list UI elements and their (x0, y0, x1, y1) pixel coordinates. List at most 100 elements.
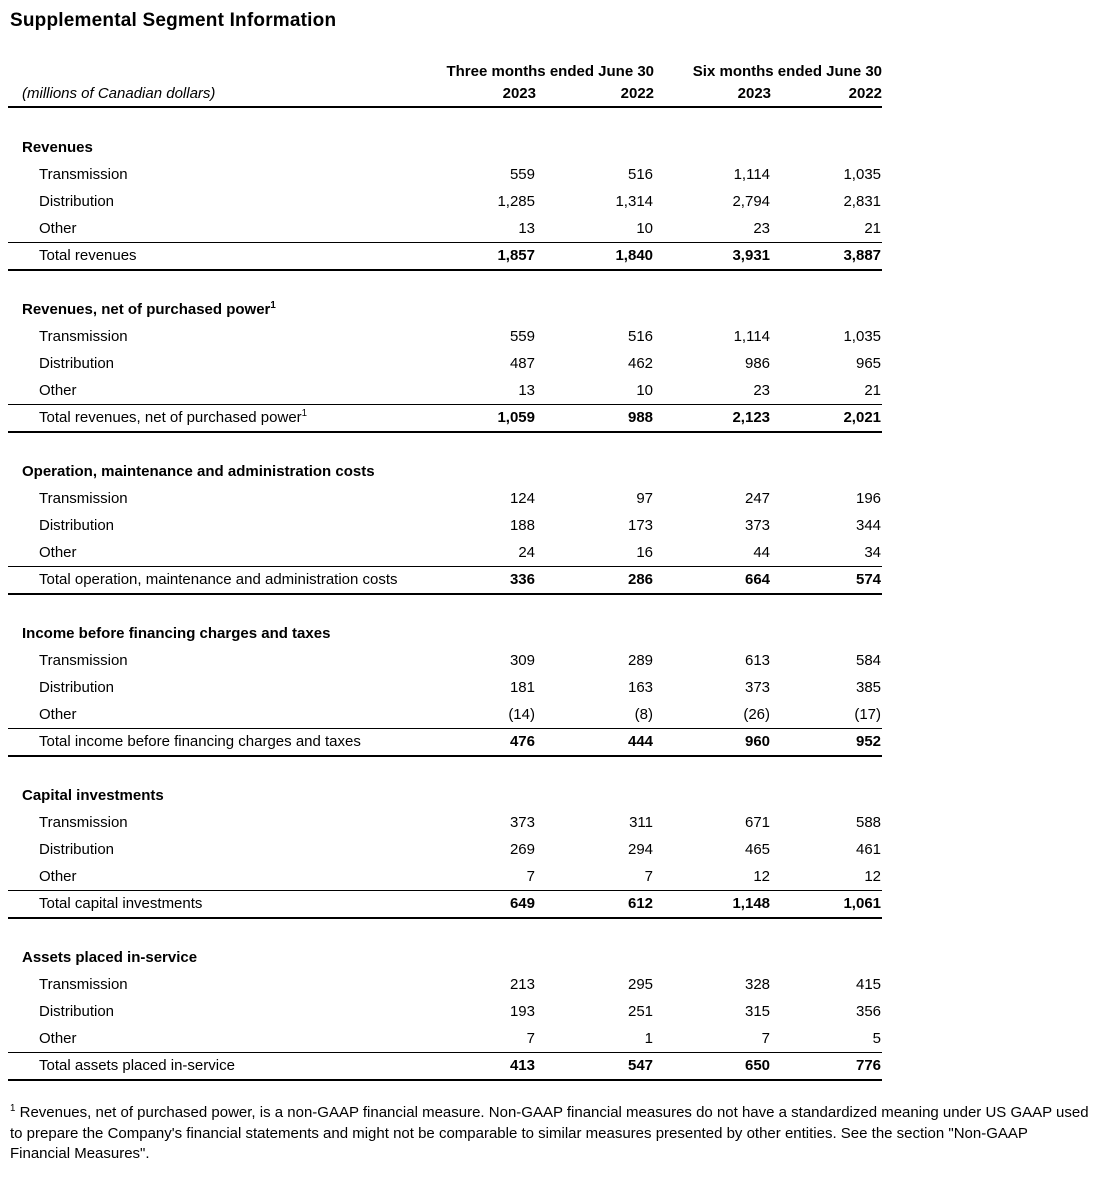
total-label: Total revenues, net of purchased power1 (8, 403, 421, 433)
cell-value: 294 (627, 841, 654, 858)
table-row: Transmission 309 289 613 584 (8, 647, 882, 674)
cell-value: (8) (634, 705, 654, 723)
total-value: 650 (654, 1051, 772, 1081)
cell-value: (14) (508, 705, 535, 723)
cell-value: 289 (627, 652, 654, 669)
footnote: 1 Revenues, net of purchased power, is a… (10, 1103, 1090, 1165)
table-row: Distribution 269 294 465 461 (8, 836, 882, 863)
total-row: Total income before financing charges an… (8, 727, 883, 757)
cell-value: 163 (627, 679, 654, 696)
total-value: 988 (536, 403, 655, 433)
cell-value: 21 (864, 219, 882, 237)
table-row: Distribution 181 163 373 385 (8, 674, 882, 701)
cell-value: 559 (509, 166, 535, 183)
cell-value: 16 (636, 543, 654, 561)
cell-value: 21 (864, 381, 882, 399)
cell-value: 13 (518, 219, 535, 237)
total-value: 2,021 (771, 403, 883, 433)
cell-value: 671 (744, 814, 771, 831)
row-label: Other (39, 381, 77, 399)
table-row: Transmission 124 97 247 196 (8, 485, 882, 512)
cell-value: 181 (509, 679, 535, 696)
cell-value: 44 (753, 543, 771, 561)
cell-value: (26) (743, 705, 771, 723)
total-value: 413 (421, 1051, 536, 1081)
spacer-cell (8, 432, 882, 459)
year-header-h-2022: 2022 (771, 82, 883, 108)
cell-value: 12 (753, 867, 771, 885)
spacer-cell (8, 107, 882, 135)
row-label: Distribution (39, 517, 115, 534)
section-header-row: Operation, maintenance and administratio… (8, 459, 882, 485)
table-row: Distribution 487 462 986 965 (8, 350, 882, 377)
cell-value: 5 (872, 1029, 882, 1047)
cell-value: 13 (518, 381, 535, 399)
footnote-superscript: 1 (10, 1103, 16, 1114)
row-label: Distribution (39, 355, 115, 372)
cell-value: 344 (855, 517, 882, 534)
total-value: 1,840 (536, 241, 655, 271)
total-value: 574 (771, 565, 883, 595)
spacer-cell (8, 594, 882, 621)
total-row: Total operation, maintenance and adminis… (8, 565, 883, 595)
total-value: 1,148 (654, 889, 772, 919)
cell-value: 34 (864, 543, 882, 561)
cell-value: 385 (855, 679, 882, 696)
cell-value: 584 (855, 652, 882, 669)
total-label: Total income before financing charges an… (8, 727, 421, 757)
cell-value: 7 (526, 867, 535, 885)
total-label: Total operation, maintenance and adminis… (8, 565, 421, 595)
cell-value: 1,314 (615, 193, 654, 210)
year-header-q-2023: 2023 (421, 82, 536, 108)
period-header-six-months: Six months ended June 30 (692, 63, 883, 80)
cell-value: 415 (855, 976, 882, 993)
year-header-q-2022: 2022 (536, 82, 655, 108)
cell-value: 588 (855, 814, 882, 831)
period-header-row: Three months ended June 30 Six months en… (8, 56, 882, 82)
section-header-row: Revenues (8, 135, 882, 161)
cell-value: 328 (744, 976, 771, 993)
row-label: Transmission (39, 814, 128, 831)
cell-value: 12 (864, 867, 882, 885)
section-header-label: Income before financing charges and taxe… (22, 625, 331, 642)
table-row: Other 24 16 44 34 (8, 539, 882, 566)
total-label: Total assets placed in-service (8, 1051, 421, 1081)
section-spacer (8, 107, 882, 135)
cell-value: 373 (744, 679, 771, 696)
period-header-spacer (8, 56, 421, 82)
section-spacer (8, 918, 882, 945)
cell-value: 173 (627, 517, 654, 534)
total-value: 444 (536, 727, 655, 757)
segment-table-body: Revenues Transmission 559 516 1,114 1,035 Dist… (8, 107, 883, 1081)
cell-value: 516 (627, 328, 654, 345)
cell-value: 461 (855, 841, 882, 858)
row-label: Transmission (39, 490, 128, 507)
total-value: 664 (654, 565, 772, 595)
cell-value: 613 (744, 652, 771, 669)
section-spacer (8, 594, 882, 621)
total-value: 960 (654, 727, 772, 757)
total-row: Total revenues 1,857 1,840 3,931 3,887 (8, 241, 883, 271)
total-row: Total assets placed in-service 413 547 650 7… (8, 1051, 883, 1081)
cell-value: 315 (744, 1003, 771, 1020)
cell-value: 559 (509, 328, 535, 345)
row-label: Distribution (39, 679, 115, 696)
total-value: 649 (421, 889, 536, 919)
cell-value: 295 (627, 976, 654, 993)
table-row: Distribution 193 251 315 356 (8, 998, 882, 1025)
total-value: 1,857 (421, 241, 536, 271)
table-row: Other 13 10 23 21 (8, 215, 882, 242)
total-value: 612 (536, 889, 655, 919)
cell-value: 97 (636, 490, 654, 507)
total-value: 547 (536, 1051, 655, 1081)
section-header-row: Capital investments (8, 783, 882, 809)
table-row: Distribution 188 173 373 344 (8, 512, 882, 539)
row-label: Distribution (39, 1003, 115, 1020)
cell-value: 2,794 (732, 193, 771, 210)
row-label: Transmission (39, 652, 128, 669)
row-label: Other (39, 1029, 77, 1047)
total-value: 1,059 (421, 403, 536, 433)
section-header-row: Revenues, net of purchased power1 (8, 297, 882, 323)
page-title: Supplemental Segment Information (10, 10, 337, 31)
spacer-cell (8, 756, 882, 783)
